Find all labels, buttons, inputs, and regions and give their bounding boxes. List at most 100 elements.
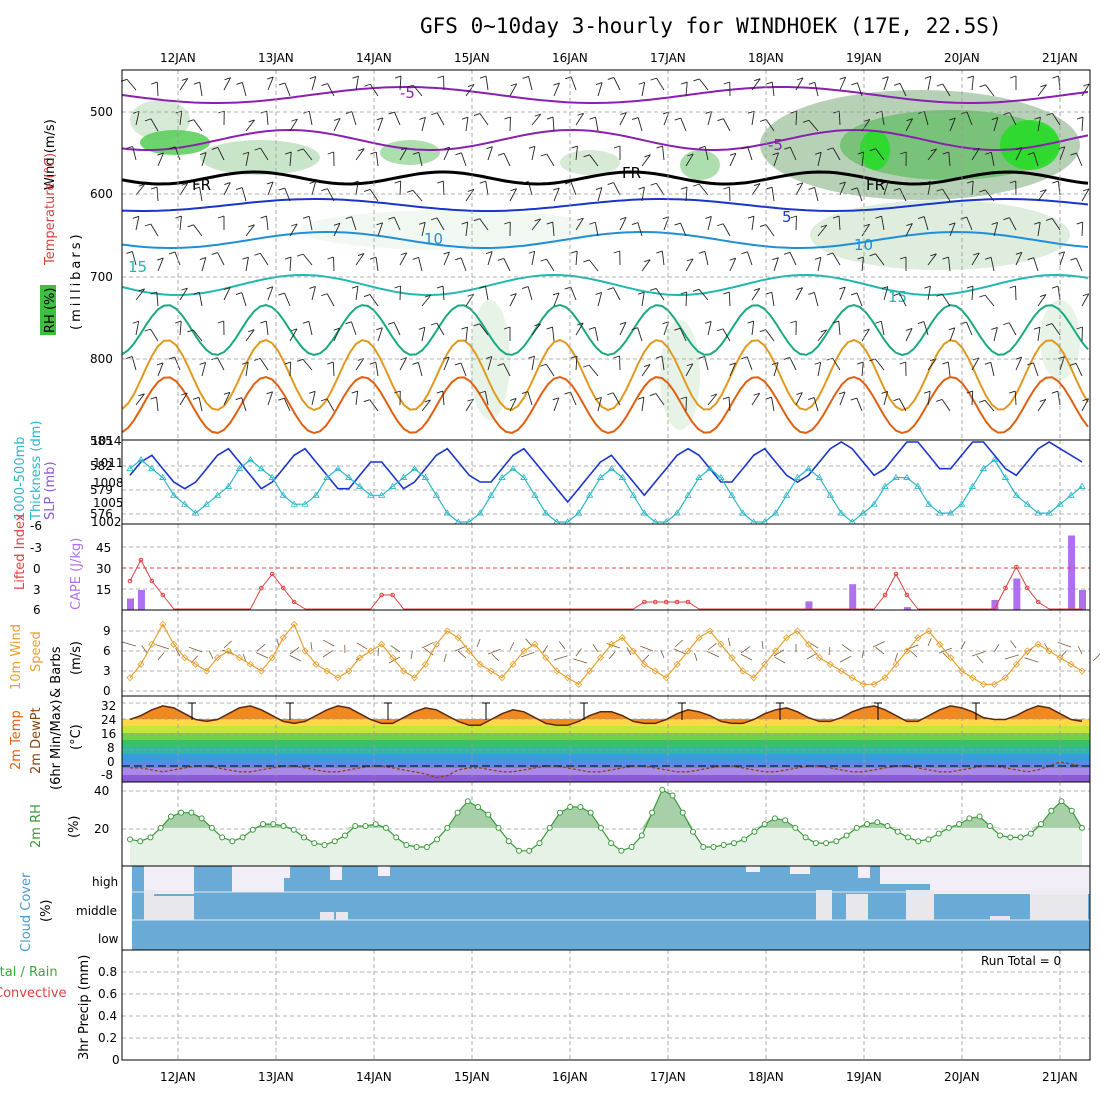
wind-speed-point: [761, 660, 769, 668]
rh-point: [649, 809, 656, 816]
wind-speed-point: [498, 674, 506, 682]
bottom-date-19jan: 19JAN: [846, 1070, 882, 1084]
li-tick-0: 0: [33, 562, 41, 576]
lifted-index-point: [674, 599, 680, 605]
li-tick-6: 6: [33, 603, 41, 617]
wind-speed-point: [126, 674, 134, 682]
rh-area: [130, 789, 1082, 866]
temp2m-label-1: 2m Temp: [9, 710, 24, 770]
thickness-point: [585, 491, 594, 498]
slp-tick-1011: 1011: [93, 456, 124, 470]
pressure-tick-600: 600: [90, 187, 113, 201]
rh2m-label-2: (%): [67, 816, 82, 839]
isotherm-20: [121, 303, 1089, 357]
thickness-point: [782, 491, 791, 498]
thickness-point: [191, 509, 200, 516]
high-cloud-bar: [144, 866, 194, 894]
wind-speed-point: [990, 680, 999, 688]
wind-speed-point: [782, 634, 791, 642]
rh-shading: [200, 140, 320, 175]
rh-point: [434, 836, 441, 843]
cape-bar: [991, 599, 999, 610]
high-cloud-bar: [330, 866, 342, 880]
rh-point: [587, 809, 594, 816]
cloud-pct-label: (%): [39, 900, 54, 923]
wind-speed-point: [673, 660, 681, 668]
rh-shading: [140, 130, 210, 155]
temp-color-band: [122, 740, 1090, 747]
wind-speed-point: [279, 634, 287, 642]
wind-speed-point: [509, 660, 517, 668]
wind-speed-point: [443, 627, 451, 635]
high-cloud-bar: [746, 866, 760, 872]
thickness-point: [410, 464, 419, 472]
wind-speed-point: [640, 660, 648, 668]
thickness-point: [235, 464, 244, 472]
thickness-point: [1045, 509, 1053, 516]
contour-label: FR: [622, 164, 641, 182]
rh-point: [751, 828, 758, 835]
lifted-index-point: [269, 571, 275, 577]
wind-speed-point: [837, 667, 845, 675]
thickness-point: [399, 473, 408, 480]
thickness-point: [367, 491, 375, 498]
thickness-label-2: Thickness (dm): [29, 421, 44, 521]
rh-point: [270, 821, 277, 828]
cape-tick-30: 30: [96, 562, 111, 576]
cape-tick-45: 45: [96, 541, 111, 555]
thickness-point: [1078, 482, 1086, 489]
rh-point: [362, 823, 369, 829]
thickness-point: [388, 482, 397, 489]
high-cloud-bar: [232, 866, 284, 892]
wind-speed-point: [947, 654, 955, 662]
temp-tick-m8: -8: [101, 768, 113, 782]
lifted-index-point: [904, 592, 910, 598]
wind-speed-point: [1012, 660, 1020, 668]
li-tick-m6: -6: [30, 519, 42, 533]
wind-speed-point: [389, 654, 397, 662]
thickness-point: [574, 509, 583, 516]
rh-point: [843, 832, 850, 839]
wind-speed-point: [520, 647, 528, 655]
lifted-index-point: [390, 592, 395, 598]
rh-shading: [300, 210, 600, 250]
precip-tick-06: 0.6: [98, 987, 117, 1001]
cape-label: CAPE (J/kg): [69, 538, 84, 610]
rh-point: [137, 838, 144, 845]
thickness-point: [246, 456, 255, 463]
thickness-point: [268, 473, 276, 480]
wind-speed-point: [1034, 640, 1042, 648]
thickness-point: [377, 491, 386, 498]
thickness-point: [542, 509, 550, 516]
thickness-point: [771, 509, 780, 516]
thickness-point: [979, 464, 988, 472]
wind-speed-point: [323, 667, 331, 675]
wind-speed-point: [399, 667, 408, 675]
thickness-point: [957, 500, 966, 507]
lifted-index-point: [259, 585, 264, 591]
precip-axis-label: 3hr Precip (mm): [77, 955, 92, 1060]
rh-point: [679, 809, 686, 816]
wind-speed-point: [213, 654, 222, 662]
middle-cloud-bar: [336, 912, 348, 920]
lifted-index-point: [882, 592, 888, 598]
wind-speed-point: [750, 674, 758, 682]
wind-speed-point: [181, 654, 189, 662]
thickness-point: [148, 464, 156, 472]
cape-bar: [849, 584, 857, 610]
rh-point: [1027, 830, 1034, 837]
freezing-level-line: [121, 170, 1089, 186]
wind-speed-point: [235, 654, 243, 662]
thickness-point: [936, 509, 944, 516]
wind-speed-point: [137, 660, 145, 668]
temp-color-band: [122, 754, 1090, 761]
top-date-16jan: 16JAN: [552, 51, 588, 65]
lifted-index-point: [641, 599, 647, 605]
rh-point: [290, 826, 297, 833]
rh-point: [874, 819, 881, 826]
rh-point: [495, 824, 502, 831]
thickness-point: [159, 473, 167, 480]
wind-speed-point: [553, 667, 561, 675]
rh-point: [393, 834, 400, 841]
stability-panel: -6 -3 0 3 6 45 30 15 Lifted Index CAPE (…: [13, 513, 1091, 617]
